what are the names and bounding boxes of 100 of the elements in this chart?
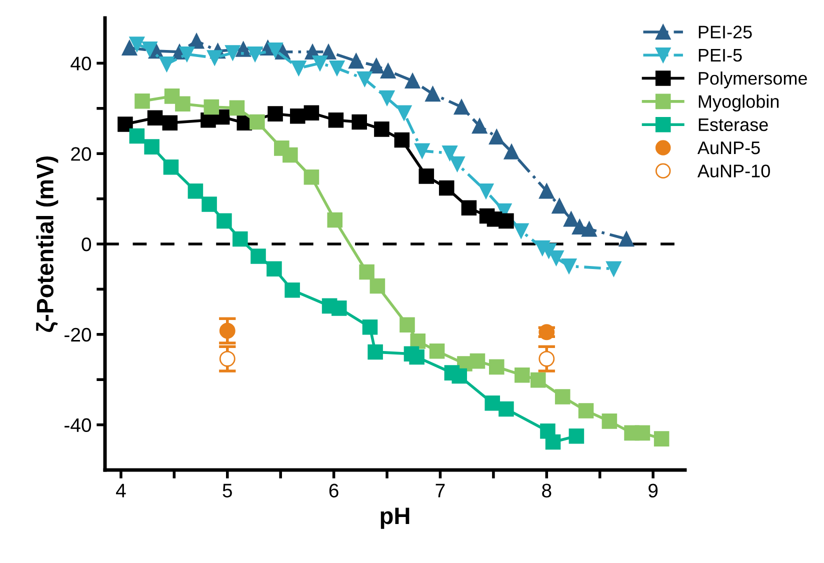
point xyxy=(618,231,634,247)
point xyxy=(348,53,364,69)
point xyxy=(352,114,367,130)
point xyxy=(414,143,430,159)
x-tick-label: 5 xyxy=(222,484,232,498)
point xyxy=(450,156,465,172)
y-tick-label: 40 xyxy=(70,56,92,70)
point xyxy=(232,231,248,247)
point xyxy=(548,250,564,266)
point xyxy=(236,42,251,57)
x-tick-label: 6 xyxy=(329,484,338,498)
point xyxy=(409,349,424,365)
point xyxy=(188,183,204,199)
point xyxy=(602,414,618,429)
point xyxy=(400,317,415,333)
x-tick-label: 7 xyxy=(436,484,445,498)
point xyxy=(374,122,390,137)
legend-label: AuNP-10 xyxy=(697,164,770,178)
point xyxy=(357,71,372,87)
point xyxy=(204,99,220,115)
legend-label: Myoglobin xyxy=(698,94,779,112)
point xyxy=(513,223,529,239)
point xyxy=(396,105,412,121)
point xyxy=(304,105,320,121)
point xyxy=(188,33,204,49)
point xyxy=(159,56,174,72)
point xyxy=(368,344,383,360)
point xyxy=(134,94,150,109)
point xyxy=(219,350,236,367)
point xyxy=(442,146,458,161)
y-axis-title: ζ-Potential (mV) xyxy=(36,156,58,332)
point xyxy=(118,116,133,132)
point xyxy=(219,322,236,339)
point xyxy=(327,212,343,228)
x-tick-label: 8 xyxy=(542,484,552,498)
point xyxy=(216,213,232,229)
legend-label: Esterase xyxy=(698,118,768,132)
point xyxy=(142,42,158,57)
point xyxy=(329,60,345,76)
point xyxy=(606,261,622,276)
legend-label: PEI-25 xyxy=(698,26,752,38)
point xyxy=(282,147,298,163)
point xyxy=(488,129,504,145)
point xyxy=(202,196,217,212)
x-axis-title: pH xyxy=(380,508,410,529)
point xyxy=(304,169,320,185)
legend-label: PEI-5 xyxy=(698,49,742,62)
point xyxy=(179,46,195,62)
y-tick-label: -20 xyxy=(64,328,92,342)
point xyxy=(554,389,570,404)
y-tick-label: 0 xyxy=(82,237,92,252)
point xyxy=(247,46,263,62)
point xyxy=(266,261,282,276)
point xyxy=(122,40,138,56)
point xyxy=(328,112,344,128)
point xyxy=(582,221,597,237)
point xyxy=(484,395,500,411)
point xyxy=(488,359,504,375)
point xyxy=(163,160,179,175)
point xyxy=(410,334,426,349)
point xyxy=(429,343,445,359)
point xyxy=(229,100,245,116)
point xyxy=(538,350,555,367)
point xyxy=(290,108,306,124)
point xyxy=(175,96,190,112)
point xyxy=(284,282,300,298)
point xyxy=(438,180,454,196)
point xyxy=(144,139,160,154)
point xyxy=(561,258,577,274)
legend-label: AuNP-5 xyxy=(697,142,760,154)
x-tick-label: 9 xyxy=(648,484,658,498)
point xyxy=(362,320,378,335)
point xyxy=(312,56,328,71)
point xyxy=(539,183,554,199)
point xyxy=(470,353,486,369)
point xyxy=(147,110,163,126)
point xyxy=(578,403,594,418)
point xyxy=(530,372,546,388)
point xyxy=(472,118,488,134)
point xyxy=(268,106,283,122)
point xyxy=(504,144,520,160)
point xyxy=(452,368,468,384)
legend-label: Polymersome xyxy=(698,72,807,88)
point xyxy=(461,200,477,216)
point xyxy=(368,58,384,74)
point xyxy=(418,168,434,184)
point xyxy=(545,434,561,450)
point xyxy=(129,36,145,52)
point xyxy=(634,425,650,441)
point xyxy=(129,128,145,144)
point xyxy=(250,248,266,264)
point xyxy=(514,367,530,383)
point xyxy=(379,90,395,106)
point xyxy=(478,183,494,199)
point xyxy=(654,431,670,446)
point xyxy=(291,60,306,76)
point xyxy=(331,300,347,316)
point xyxy=(225,45,240,60)
point xyxy=(552,198,568,214)
point xyxy=(359,264,374,280)
